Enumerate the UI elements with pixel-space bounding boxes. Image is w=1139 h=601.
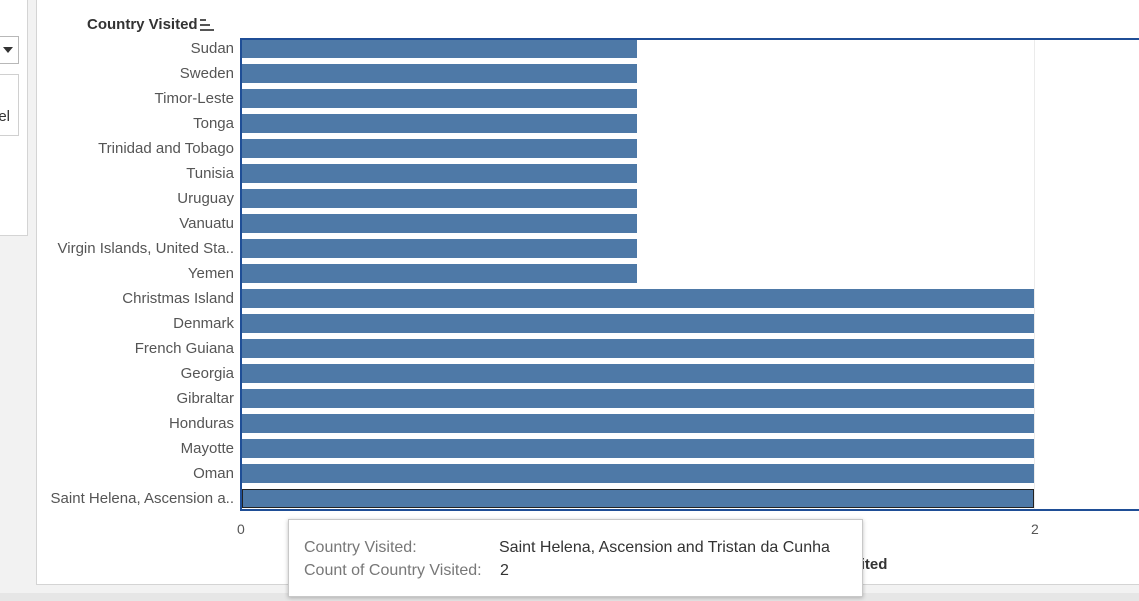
filter-card[interactable]: el [0,74,19,136]
category-label[interactable]: Sweden [179,65,234,82]
category-label[interactable]: French Guiana [134,340,234,357]
bar[interactable] [242,214,637,233]
category-label[interactable]: Christmas Island [122,290,234,307]
x-tick-label: 0 [237,521,245,537]
filter-panel: el [0,0,28,236]
y-axis-title[interactable]: Country Visited [87,16,198,33]
selection-border-top [240,38,1139,40]
category-label[interactable]: Timor-Leste [154,90,234,107]
gridline [1034,40,1035,510]
filter-dropdown[interactable] [0,36,19,64]
bar[interactable] [242,339,1034,358]
category-label[interactable]: Gibraltar [176,390,234,407]
category-label[interactable]: Uruguay [177,190,234,207]
bar[interactable] [242,264,637,283]
tooltip-value-country: Saint Helena, Ascension and Tristan da C… [499,539,830,556]
category-label[interactable]: Virgin Islands, United Sta.. [57,240,234,257]
tooltip-key-country: Country Visited: [304,539,417,556]
category-label[interactable]: Tonga [193,115,234,132]
bar[interactable] [242,39,637,58]
bar[interactable] [242,489,1034,508]
bar[interactable] [242,314,1034,333]
y-axis-line [240,40,242,510]
bar[interactable] [242,139,637,158]
category-label[interactable]: Sudan [190,40,234,57]
category-label[interactable]: Mayotte [180,440,234,457]
bar[interactable] [242,89,637,108]
bar[interactable] [242,164,637,183]
bar[interactable] [242,289,1034,308]
category-label[interactable]: Tunisia [186,165,234,182]
category-label[interactable]: Georgia [180,365,234,382]
tooltip-key-count: Count of Country Visited: [304,562,482,579]
tooltip-value-count: 2 [500,562,509,579]
bar[interactable] [242,189,637,208]
status-strip [0,593,1139,601]
bar[interactable] [242,239,637,258]
category-label[interactable]: Saint Helena, Ascension a.. [50,490,234,507]
category-label[interactable]: Trinidad and Tobago [98,140,234,157]
bar[interactable] [242,464,1034,483]
category-label[interactable]: Denmark [173,315,234,332]
category-label[interactable]: Vanuatu [179,215,234,232]
x-tick-label: 2 [1031,521,1039,537]
category-label[interactable]: Yemen [187,265,234,282]
sort-descending-icon[interactable] [200,19,214,32]
bar[interactable] [242,364,1034,383]
x-axis-line [240,509,1139,511]
bar[interactable] [242,439,1034,458]
bar[interactable] [242,389,1034,408]
category-label[interactable]: Honduras [168,415,234,432]
bar[interactable] [242,114,637,133]
filter-card-label: el [0,108,10,125]
chevron-down-icon [3,47,13,53]
tooltip: Country Visited: Saint Helena, Ascension… [288,519,863,597]
category-label[interactable]: Oman [193,465,234,482]
bar[interactable] [242,64,637,83]
bar[interactable] [242,414,1034,433]
